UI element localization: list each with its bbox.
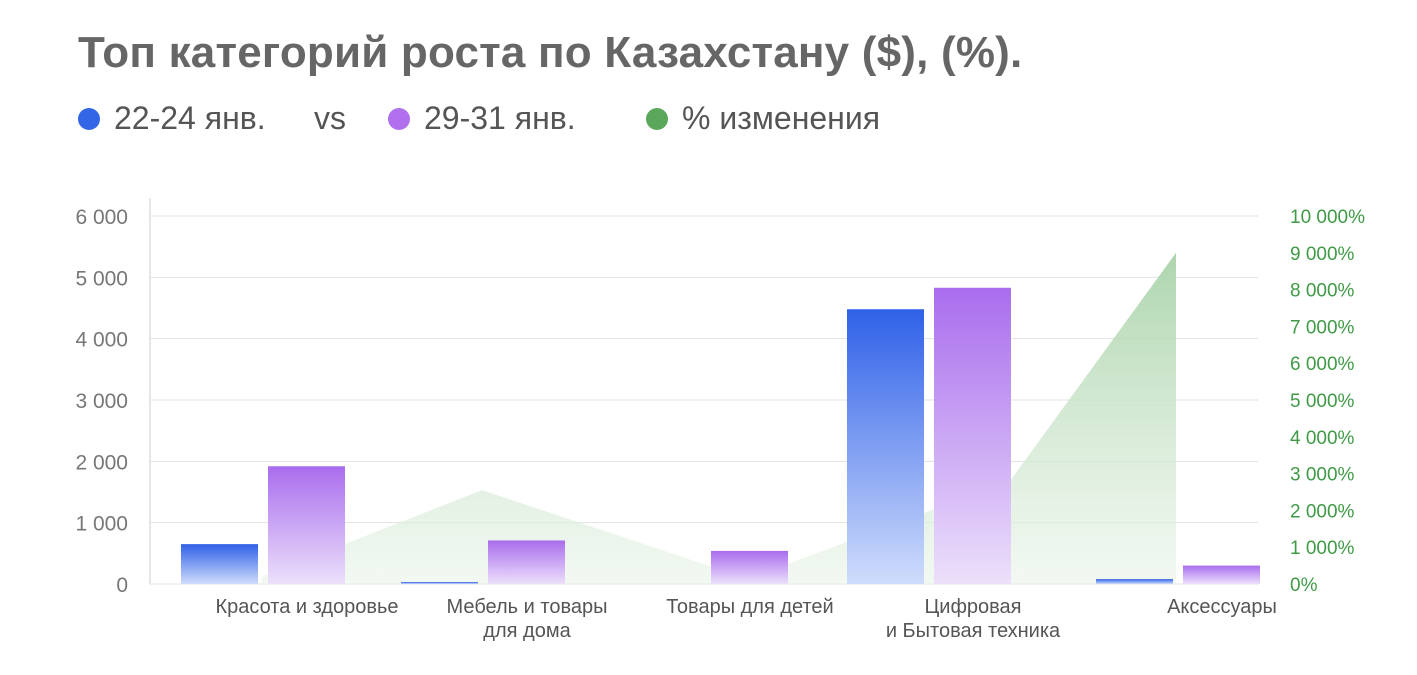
legend-label-series-2: 29-31 янв. xyxy=(424,100,576,136)
bar-layer xyxy=(181,287,1260,584)
y-tick-label: 6 000 xyxy=(75,206,128,229)
y-tick-label: 2 000 xyxy=(75,451,128,474)
legend-dot-green xyxy=(646,107,668,130)
legend-label-change: % изменения xyxy=(682,100,881,136)
y2-tick-label: 5 000% xyxy=(1290,391,1355,412)
bar-series-2-cat-2 xyxy=(488,540,565,584)
label-layer: 0 1 000 2 000 3 000 4 000 5 000 6 000 0% 1 000% 2… xyxy=(75,206,1365,642)
y-tick-label: 4 000 xyxy=(75,329,128,352)
change-area xyxy=(262,252,1176,585)
bar-series-1-cat-4 xyxy=(847,309,924,584)
change-area-layer xyxy=(262,252,1176,585)
bar-series-2-cat-3 xyxy=(711,550,788,584)
category-label: Цифровая xyxy=(924,596,1021,618)
y2-tick-label: 7 000% xyxy=(1290,317,1355,338)
bar-series-2-cat-5 xyxy=(1183,565,1260,584)
legend-item-series-2: 29-31 янв. xyxy=(388,100,576,137)
y-tick-label: 5 000 xyxy=(75,267,128,290)
y2-tick-label: 1 000% xyxy=(1290,538,1355,559)
y2-tick-label: 0% xyxy=(1290,575,1318,596)
legend: 22-24 янв. vs 29-31 янв. % изменения xyxy=(78,100,1078,140)
y2-tick-label: 3 000% xyxy=(1290,465,1355,486)
category-label: и Бытовая техника xyxy=(886,620,1061,642)
bar-series-2-cat-1 xyxy=(268,466,345,584)
y-tick-label: 3 000 xyxy=(75,390,128,413)
y2-tick-label: 10 000% xyxy=(1290,207,1365,228)
chart-title: Топ категорий роста по Казахстану ($), (… xyxy=(78,28,1023,77)
bar-series-1-cat-1 xyxy=(181,544,258,584)
y2-tick-label: 4 000% xyxy=(1290,428,1355,449)
legend-dot-purple xyxy=(388,107,410,130)
bar-series-2-cat-4 xyxy=(934,287,1011,584)
category-label: Мебель и товары xyxy=(447,596,608,618)
y2-tick-label: 2 000% xyxy=(1290,501,1355,522)
category-label: для дома xyxy=(483,620,571,642)
legend-item-change: % изменения xyxy=(646,100,880,137)
y-tick-label: 1 000 xyxy=(75,513,128,536)
category-label: Красота и здоровье xyxy=(215,596,398,618)
y2-tick-label: 9 000% xyxy=(1290,244,1355,265)
legend-label-series-1: 22-24 янв. xyxy=(114,100,266,136)
category-label: Товары для детей xyxy=(666,596,833,618)
y-tick-label: 0 xyxy=(116,574,128,597)
y2-tick-label: 6 000% xyxy=(1290,354,1355,375)
category-label: Аксессуары xyxy=(1167,596,1277,618)
bar-series-1-cat-5 xyxy=(1096,579,1173,584)
y2-tick-label: 8 000% xyxy=(1290,281,1355,302)
legend-dot-blue xyxy=(78,107,100,130)
legend-item-series-1: 22-24 янв. xyxy=(78,100,266,137)
bar-series-1-cat-2 xyxy=(401,582,478,584)
legend-vs: vs xyxy=(314,100,346,136)
